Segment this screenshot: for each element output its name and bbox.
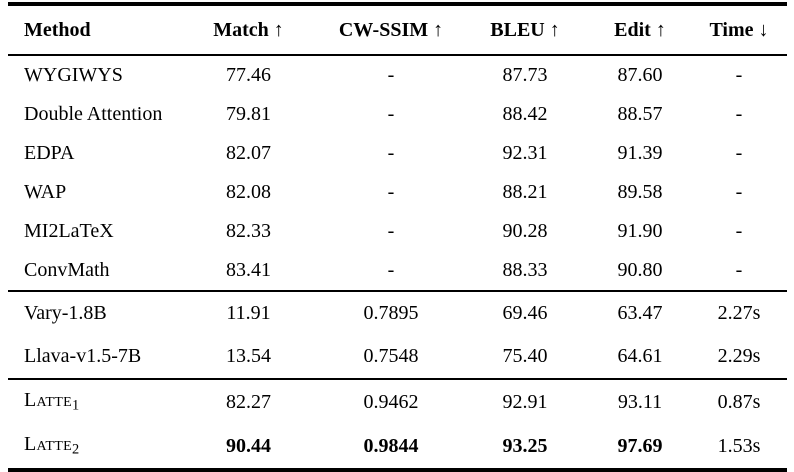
column-header-match: Match ↑ xyxy=(213,18,284,41)
cwssim-cell: - xyxy=(387,103,395,125)
time-cell: - xyxy=(735,181,743,203)
method-name: Latte xyxy=(24,433,72,456)
bleu-cell: 75.40 xyxy=(502,345,548,367)
time-cell: - xyxy=(735,64,743,86)
cwssim-cell: - xyxy=(387,64,395,86)
method-name: Latte xyxy=(24,389,72,412)
edit-cell: 91.90 xyxy=(617,220,663,242)
time-cell: 2.27s xyxy=(717,302,761,324)
edit-cell: 88.57 xyxy=(617,103,663,125)
table-row: Double Attention 79.81 - 88.42 88.57 - xyxy=(8,95,787,134)
edit-cell: 87.60 xyxy=(617,64,663,86)
time-cell: - xyxy=(735,259,743,281)
match-cell: 82.07 xyxy=(226,142,271,164)
method-cell: Double Attention xyxy=(8,95,176,134)
method-name: ConvMath xyxy=(24,259,110,281)
method-cell: MI2LaTeX xyxy=(8,212,176,251)
time-cell: 2.29s xyxy=(717,345,761,367)
time-cell: - xyxy=(735,220,743,242)
bleu-cell: 88.42 xyxy=(502,103,548,125)
edit-cell: 97.69 xyxy=(617,434,663,457)
table-row: Latte2 90.44 0.9844 93.25 97.69 1.53s xyxy=(8,424,787,470)
table-row: ConvMath 83.41 - 88.33 90.80 - xyxy=(8,251,787,291)
table-row: EDPA 82.07 - 92.31 91.39 - xyxy=(8,134,787,173)
match-cell: 82.27 xyxy=(226,390,271,413)
table-row: MI2LaTeX 82.33 - 90.28 91.90 - xyxy=(8,212,787,251)
table-row: Llava-v1.5-7B 13.54 0.7548 75.40 64.61 2… xyxy=(8,335,787,379)
group-non-llm-baselines: WYGIWYS 77.46 - 87.73 87.60 - Double Att… xyxy=(8,55,787,291)
cwssim-cell: 0.7548 xyxy=(363,345,419,367)
match-cell: 79.81 xyxy=(226,103,271,125)
time-cell: 1.53s xyxy=(717,434,761,457)
bleu-cell: 92.91 xyxy=(502,390,548,413)
bleu-cell: 93.25 xyxy=(502,434,548,457)
time-cell: 0.87s xyxy=(717,390,761,413)
edit-cell: 64.61 xyxy=(617,345,663,367)
bleu-cell: 87.73 xyxy=(502,64,548,86)
match-cell: 13.54 xyxy=(226,345,271,367)
method-cell: Llava-v1.5-7B xyxy=(8,335,176,379)
bleu-cell: 88.33 xyxy=(502,259,548,281)
column-header-time: Time ↓ xyxy=(709,18,769,41)
cwssim-cell: - xyxy=(387,220,395,242)
method-cell: WYGIWYS xyxy=(8,55,176,95)
match-cell: 90.44 xyxy=(226,434,271,457)
table-row: WAP 82.08 - 88.21 89.58 - xyxy=(8,173,787,212)
bleu-cell: 90.28 xyxy=(502,220,548,242)
method-name: WYGIWYS xyxy=(24,64,123,86)
method-cell: WAP xyxy=(8,173,176,212)
column-header-bleu: BLEU ↑ xyxy=(490,18,560,41)
edit-cell: 90.80 xyxy=(617,259,663,281)
table-row: Vary-1.8B 11.91 0.7895 69.46 63.47 2.27s xyxy=(8,291,787,335)
column-header-edit: Edit ↑ xyxy=(614,18,666,41)
edit-cell: 93.11 xyxy=(617,390,663,413)
method-name: EDPA xyxy=(24,142,75,164)
method-name: Vary-1.8B xyxy=(24,302,107,324)
time-cell: - xyxy=(735,142,743,164)
results-table: Method Match ↑ CW-SSIM ↑ BLEU ↑ Edit ↑ T… xyxy=(8,2,787,472)
method-cell: ConvMath xyxy=(8,251,176,291)
bleu-cell: 92.31 xyxy=(502,142,548,164)
method-name: MI2LaTeX xyxy=(24,220,114,242)
edit-cell: 63.47 xyxy=(617,302,663,324)
match-cell: 82.33 xyxy=(226,220,271,242)
method-cell: Latte2 xyxy=(8,424,176,470)
column-header-method: Method xyxy=(24,18,91,41)
method-subscript: 2 xyxy=(71,441,80,458)
group-latte-models: Latte1 82.27 0.9462 92.91 93.11 0.87s La… xyxy=(8,379,787,470)
cwssim-cell: - xyxy=(387,181,395,203)
column-header-cw-ssim: CW-SSIM ↑ xyxy=(338,18,444,41)
match-cell: 83.41 xyxy=(226,259,271,281)
cwssim-cell: - xyxy=(387,259,395,281)
cwssim-cell: 0.9462 xyxy=(363,390,419,413)
cwssim-cell: 0.7895 xyxy=(363,302,419,324)
cwssim-cell: - xyxy=(387,142,395,164)
method-cell: EDPA xyxy=(8,134,176,173)
table-row: WYGIWYS 77.46 - 87.73 87.60 - xyxy=(8,55,787,95)
time-cell: - xyxy=(735,103,743,125)
method-name: Llava-v1.5-7B xyxy=(24,345,142,367)
method-subscript: 1 xyxy=(71,397,80,414)
method-name: WAP xyxy=(24,181,67,203)
match-cell: 11.91 xyxy=(226,302,271,324)
method-name: Double Attention xyxy=(24,103,163,125)
cwssim-cell: 0.9844 xyxy=(363,434,419,457)
table-header-row: Method Match ↑ CW-SSIM ↑ BLEU ↑ Edit ↑ T… xyxy=(8,4,787,55)
match-cell: 82.08 xyxy=(226,181,271,203)
match-cell: 77.46 xyxy=(226,64,271,86)
table-row: Latte1 82.27 0.9462 92.91 93.11 0.87s xyxy=(8,379,787,424)
group-llm-baselines: Vary-1.8B 11.91 0.7895 69.46 63.47 2.27s… xyxy=(8,291,787,379)
bleu-cell: 69.46 xyxy=(502,302,548,324)
method-cell: Vary-1.8B xyxy=(8,291,176,335)
bleu-cell: 88.21 xyxy=(502,181,548,203)
edit-cell: 91.39 xyxy=(617,142,663,164)
method-cell: Latte1 xyxy=(8,379,176,424)
edit-cell: 89.58 xyxy=(617,181,663,203)
